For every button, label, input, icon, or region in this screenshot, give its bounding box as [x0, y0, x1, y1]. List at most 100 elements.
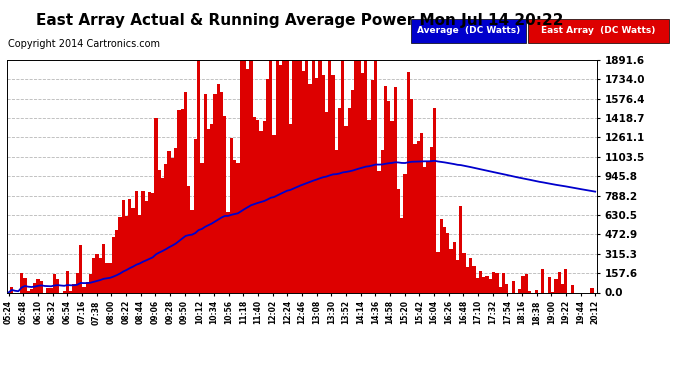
Bar — [279, 64, 282, 292]
Bar — [79, 245, 82, 292]
Bar — [342, 60, 344, 292]
Bar — [53, 274, 56, 292]
Text: East Array  (DC Watts): East Array (DC Watts) — [542, 26, 655, 36]
Bar — [197, 60, 200, 292]
Bar — [433, 108, 436, 292]
Bar — [102, 244, 106, 292]
Bar — [148, 192, 151, 292]
Bar — [420, 133, 423, 292]
Bar — [436, 252, 440, 292]
Bar — [361, 73, 364, 292]
Bar — [135, 191, 138, 292]
Bar — [239, 60, 243, 292]
Bar — [518, 289, 522, 292]
Bar — [217, 84, 220, 292]
Bar — [76, 273, 79, 292]
Bar — [125, 216, 128, 292]
Bar — [561, 284, 564, 292]
Bar — [312, 60, 315, 292]
Bar — [404, 174, 407, 292]
Bar — [89, 274, 92, 292]
Bar — [486, 276, 489, 292]
Bar — [37, 279, 40, 292]
Bar — [377, 171, 381, 292]
Bar — [522, 276, 525, 292]
Bar — [308, 84, 312, 292]
Text: East Array Actual & Running Average Power Mon Jul 14 20:22: East Array Actual & Running Average Powe… — [37, 13, 564, 28]
Bar — [394, 87, 397, 292]
Bar — [50, 288, 53, 292]
Bar — [220, 92, 224, 292]
Bar — [446, 233, 449, 292]
Bar — [236, 163, 239, 292]
Bar — [325, 112, 328, 292]
Bar — [63, 291, 66, 292]
Bar — [479, 271, 482, 292]
Bar — [417, 141, 420, 292]
Bar — [184, 92, 187, 292]
Bar — [473, 266, 475, 292]
Bar — [558, 272, 561, 292]
Bar — [410, 99, 413, 292]
Bar — [328, 60, 331, 292]
Bar — [273, 135, 275, 292]
Bar — [344, 126, 348, 292]
Bar — [482, 277, 486, 292]
Bar — [357, 60, 361, 292]
Bar — [23, 278, 26, 292]
Bar — [106, 263, 108, 292]
Bar — [82, 286, 86, 292]
Bar — [512, 281, 515, 292]
Bar — [286, 60, 288, 292]
Bar — [233, 160, 236, 292]
Bar — [187, 186, 190, 292]
Bar — [253, 117, 256, 292]
Bar — [56, 279, 59, 292]
Bar — [335, 150, 338, 292]
Text: Copyright 2014 Cartronics.com: Copyright 2014 Cartronics.com — [8, 39, 160, 50]
Bar — [456, 260, 460, 292]
Bar — [407, 72, 410, 292]
Bar — [322, 75, 325, 292]
Bar — [86, 282, 89, 292]
Bar — [20, 273, 23, 292]
Bar — [30, 289, 33, 292]
Bar — [318, 60, 322, 292]
Bar — [269, 60, 273, 292]
Bar — [256, 120, 259, 292]
Bar — [299, 60, 302, 292]
Bar — [505, 284, 509, 292]
Bar — [489, 279, 492, 292]
Bar — [141, 191, 145, 292]
Bar — [387, 101, 391, 292]
Bar — [259, 131, 262, 292]
Bar — [381, 150, 384, 292]
Bar — [528, 291, 531, 292]
Bar — [246, 69, 250, 292]
Bar — [282, 60, 286, 292]
Bar — [440, 219, 443, 292]
Bar — [204, 94, 207, 292]
Bar — [177, 110, 181, 292]
Bar — [33, 284, 37, 292]
Bar — [164, 164, 168, 292]
Bar — [391, 122, 393, 292]
Bar — [112, 237, 115, 292]
Bar — [384, 86, 387, 292]
Bar — [564, 270, 567, 292]
Bar — [460, 206, 462, 292]
Bar — [243, 60, 246, 292]
Bar — [72, 284, 76, 292]
Bar — [168, 151, 171, 292]
Bar — [374, 62, 377, 292]
Bar — [495, 273, 498, 292]
Bar — [26, 291, 30, 292]
Bar — [426, 162, 430, 292]
Bar — [541, 269, 544, 292]
Bar — [315, 78, 318, 292]
Bar — [194, 140, 197, 292]
Bar — [413, 144, 417, 292]
Bar — [443, 226, 446, 292]
Bar — [155, 118, 158, 292]
Bar — [69, 291, 72, 292]
